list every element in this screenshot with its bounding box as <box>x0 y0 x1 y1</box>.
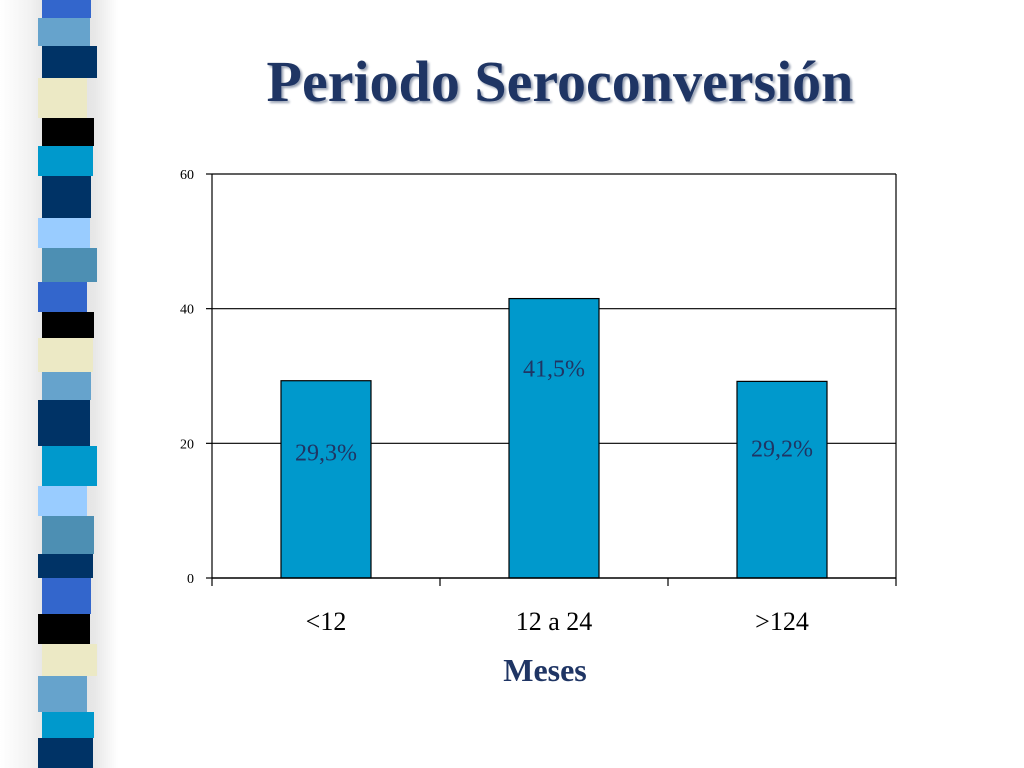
data-label: 29,2% <box>751 436 813 462</box>
bar <box>736 380 828 579</box>
strip-segment <box>38 78 87 118</box>
category-label: >124 <box>755 607 809 636</box>
data-label: 29,3% <box>295 441 357 467</box>
strip-segment <box>42 712 94 738</box>
category-label: <12 <box>306 607 347 636</box>
y-tick-label: 20 <box>180 437 194 452</box>
strip-segment <box>38 146 93 176</box>
y-tick-label: 40 <box>180 303 194 318</box>
strip-segment <box>42 312 94 338</box>
strip-segment <box>38 554 93 578</box>
x-axis-title: Meses <box>503 652 587 688</box>
category-label: 12 a 24 <box>516 607 593 636</box>
strip-segment <box>42 46 97 78</box>
strip-segment <box>38 218 90 248</box>
y-tick-label: 60 <box>180 168 194 183</box>
strip-segment <box>38 400 90 446</box>
labels: 0 20 40 60 29,3% <12 41,5% 12 a 24 29,2% >124 <box>180 168 813 636</box>
y-tick-label: 0 <box>187 572 194 587</box>
bars <box>280 297 828 579</box>
strip-segment <box>38 614 90 644</box>
strip-segment <box>42 0 91 18</box>
strip-segment <box>42 516 94 554</box>
strip-segment <box>38 338 93 372</box>
strip-segment <box>42 118 94 146</box>
data-label: 41,5% <box>523 357 585 383</box>
decorative-color-strip <box>38 0 97 768</box>
axes <box>206 173 897 586</box>
strip-segment <box>42 644 97 676</box>
bar <box>280 380 372 579</box>
strip-segment <box>42 578 91 614</box>
strip-segment <box>42 372 91 400</box>
slide-title: Periodo Seroconversión <box>266 49 854 114</box>
strip-segment <box>42 446 97 486</box>
strip-segment <box>38 486 87 516</box>
strip-segment <box>38 282 87 312</box>
strip-segment <box>38 676 87 712</box>
strip-segment <box>42 176 91 218</box>
bar <box>508 297 600 579</box>
strip-segment <box>42 248 97 282</box>
strip-segment <box>38 18 90 46</box>
strip-segment <box>38 738 93 768</box>
